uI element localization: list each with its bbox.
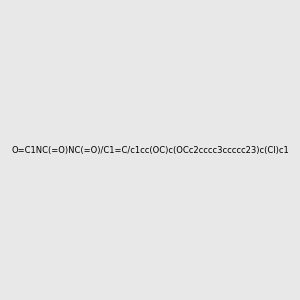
Text: O=C1NC(=O)NC(=O)/C1=C/c1cc(OC)c(OCc2cccc3ccccc23)c(Cl)c1: O=C1NC(=O)NC(=O)/C1=C/c1cc(OC)c(OCc2cccc… — [11, 146, 289, 154]
